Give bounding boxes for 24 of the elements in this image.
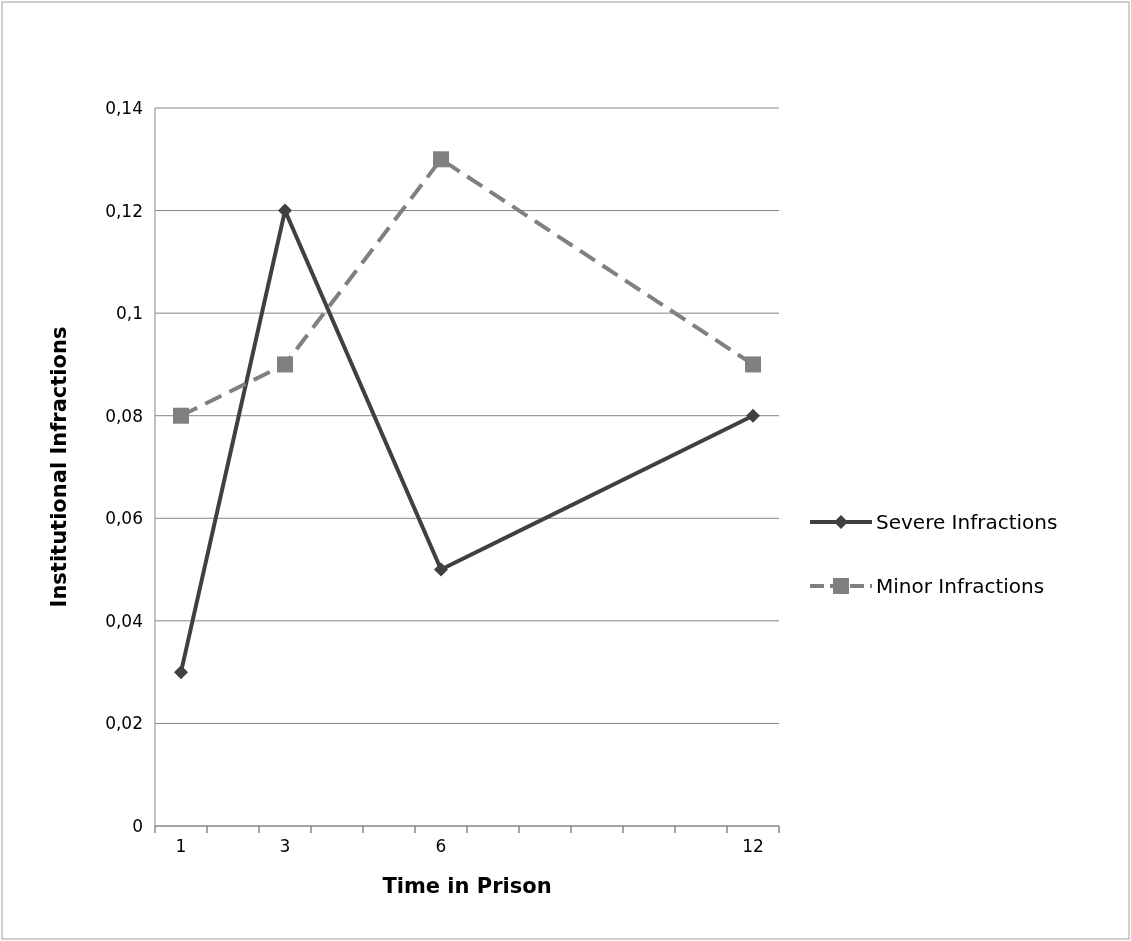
legend-label: Severe Infractions (876, 510, 1058, 534)
legend-label: Minor Infractions (876, 574, 1045, 598)
y-tick-label: 0,1 (115, 303, 143, 324)
x-tick-label: 6 (435, 836, 447, 856)
y-tick-label: 0,12 (105, 200, 143, 221)
y-tick-label: 0,08 (105, 405, 143, 426)
point (745, 356, 761, 373)
point (278, 203, 292, 218)
x-tick-label: 3 (279, 836, 291, 856)
y-tick-label: 0 (132, 815, 143, 836)
y-tick-label: 0,02 (105, 713, 143, 734)
x-tick-label: 12 (742, 836, 764, 856)
y-tick-label: 0,04 (105, 610, 143, 631)
x-axis-title: Time in Prison (382, 874, 552, 898)
y-axis-title: Institutional Infractions (47, 326, 71, 608)
point (433, 151, 449, 168)
y-tick-label: 0,14 (105, 97, 143, 118)
y-tick-label: 0,06 (105, 508, 143, 529)
point (277, 356, 293, 373)
point (174, 665, 188, 680)
point (173, 407, 189, 424)
point (746, 408, 760, 423)
point (434, 562, 448, 577)
x-tick-label: 1 (175, 836, 187, 856)
